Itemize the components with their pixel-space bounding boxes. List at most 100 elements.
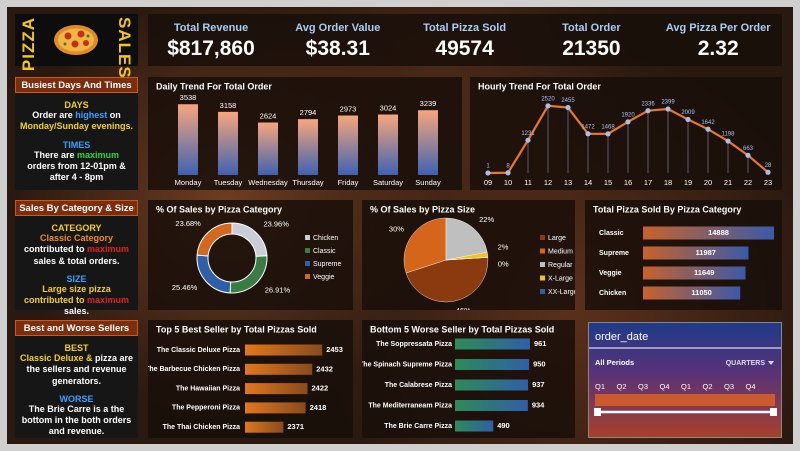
value-label: 1198 [722,132,736,138]
chart: % Of Sales by Pizza Category 23.96% Chicke… [156,204,342,294]
value-label: 11987 [696,248,716,257]
y-tick-label: Classic [599,230,624,237]
slice [231,222,268,257]
value-label: 2520 [541,96,555,102]
value-label: 937 [532,380,545,389]
value-label: 2009 [681,110,695,116]
x-tick-label: Tuesday [214,178,243,187]
slicer-title: order_date [595,331,648,343]
insight-title: Busiest Days And Times [15,77,138,93]
insight-segment: The Brie Carre is a the bottom in the bo… [21,403,132,437]
y-tick-label: Chicken [599,290,626,297]
chart-panel: Bottom 5 Worse Seller by Total Pizzas So… [359,320,575,438]
bar [643,286,741,300]
chart: Total Pizza Sold By Pizza Category Classi… [593,204,775,300]
marker [545,103,551,109]
insight-heading: SIZE [66,273,87,284]
legend-label: X-Large [548,275,573,282]
value-label: 2422 [312,384,329,393]
kpi-label: Avg Pizza Per Order [665,22,771,34]
marker [485,170,491,176]
insight-text: Classic Deluxe & pizza are the sellers a… [15,353,138,387]
kpi-bar: Total Revenue $817,860 Avg Order Value $38.… [148,14,782,66]
bar [218,111,238,175]
x-tick-label: 11 [524,178,532,187]
marker [725,138,731,144]
quarter-label: Q2 [703,382,713,391]
bar [338,115,358,175]
logo: PIZZA SALES [15,14,138,79]
legend-swatch [540,289,545,294]
slicer-granularity: QUARTERS [726,360,766,367]
slider-handle [770,408,777,416]
pizza-icon [54,25,98,55]
insight-heading: CATEGORY [51,223,102,233]
legend-label: Medium [548,248,573,255]
chart: Top 5 Best Seller by Total Pizzas Sold Th… [145,324,343,433]
x-tick-label: 09 [484,178,492,187]
value-label: 3538 [180,93,197,102]
bar [643,226,775,240]
marker [685,116,691,123]
kpi-card: Avg Pizza Per Order 2.32 [655,14,781,66]
x-tick-label: 19 [684,178,692,187]
value-label: 2453 [326,345,343,354]
slice [196,254,232,294]
marker [585,131,591,137]
y-tick-label: The Pepperoni Pizza [172,405,240,412]
value-label: 2432 [316,364,333,373]
x-tick-label: Saturday [373,178,403,187]
legend-swatch [540,275,545,281]
insight-segment: highest [75,110,108,120]
quarter-label: Q4 [660,382,670,391]
bar [245,344,323,356]
slice [405,257,489,303]
y-tick-label: The Mediterraneam Pizza [368,402,452,409]
value-label: 1231 [521,131,535,137]
insight-heading: TIMES [62,139,91,150]
marker [525,137,531,143]
legend-label: XX-Large [548,289,575,296]
period-strip [595,394,775,406]
x-tick-label: Wednesday [248,178,288,187]
chart-title: Daily Trend For Total Order [156,81,272,91]
value-label: 14888 [708,228,729,237]
y-tick-label: The Spinach Supreme Pizza [362,361,452,368]
y-tick-label: The Barbecue Chicken Pizza [148,366,240,373]
insight-segment: on [107,110,121,120]
y-tick-label: Supreme [599,250,629,257]
logo-subtitle: SALES [115,17,134,79]
kpi-value: 49574 [435,37,494,60]
insight-heading: BEST [64,343,89,353]
x-tick-label: 10 [504,178,512,187]
bar [455,400,528,411]
value-label: 3024 [380,104,397,113]
slider-handle [594,408,601,416]
bar [418,110,438,175]
x-tick-label: 17 [644,178,652,187]
x-tick-label: 18 [664,178,672,187]
bar [245,421,284,433]
slice-label: 23.68% [175,219,201,228]
chart: Hourly Trend For Total Order 1 09 8 10 1231 11… [478,81,772,187]
legend-swatch [305,274,310,279]
y-tick-label: The Hawaiian Pizza [176,385,240,392]
marker [745,152,751,158]
legend-label: Regular [548,262,573,269]
chart-panel: % Of Sales by Pizza Size 46% Large 30% Mediu… [362,200,578,315]
value-label: 663 [743,146,754,152]
chart-panel: Daily Trend For Total Order 3538 Monday 315… [148,77,462,190]
y-tick-label: The Brie Carre Pizza [384,423,452,430]
bar [245,383,308,395]
slicer-svg: order_date All Periods QUARTERS Q1 Q2 Q3 Q4 Q1 Q… [589,331,781,416]
x-tick-label: 22 [744,178,752,187]
value-label: 2973 [340,105,357,114]
value-label: 490 [497,421,510,430]
insight-text: Order are highest on Monday/Sunday eveni… [15,110,138,133]
x-tick-label: 14 [584,178,592,187]
x-tick-label: Thursday [292,178,324,187]
bar [455,359,530,370]
x-tick-label: 16 [624,178,632,187]
insight-title: Best and Worse Sellers [15,320,138,336]
insight-panel: Sales By Category & Size CATEGORY Classic … [15,200,138,316]
